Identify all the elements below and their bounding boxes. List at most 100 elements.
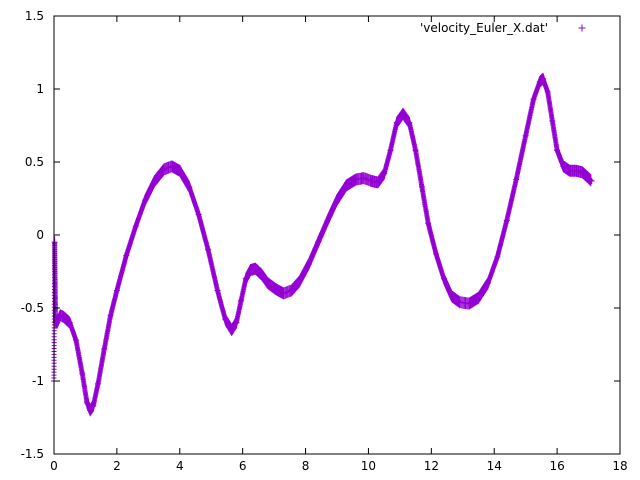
y-tick-label: -0.5 [21, 301, 44, 315]
data-point [161, 166, 168, 173]
data-point [503, 217, 510, 224]
data-point [433, 250, 440, 257]
data-point [73, 337, 80, 344]
data-point [84, 399, 91, 406]
data-point [151, 177, 158, 184]
data-point [60, 313, 67, 320]
data-point [522, 132, 529, 139]
x-tick-label: 4 [176, 459, 184, 473]
data-point [132, 223, 139, 230]
data-point [87, 407, 94, 414]
data-point [484, 280, 491, 287]
data-point [324, 217, 331, 224]
y-tick-label: -1 [32, 374, 44, 388]
data-point [572, 167, 579, 174]
data-point [272, 286, 279, 293]
data-point [494, 253, 501, 260]
data-point [352, 176, 359, 183]
data-point [66, 319, 73, 326]
legend: 'velocity_Euler_X.dat' [420, 21, 586, 35]
data-point [57, 312, 64, 319]
data-point [374, 179, 381, 186]
data-point [305, 261, 312, 268]
data-point [412, 147, 419, 154]
y-tick-label: 1.5 [25, 9, 44, 23]
data-point [387, 147, 394, 154]
data-point [264, 280, 271, 287]
data-point [400, 110, 407, 117]
data-point [475, 294, 482, 301]
axis-ticks: 0 2 4 6 8 10 12 14 16 18 -1.5 -1 -0.5 0 0.5 1 1.5 [21, 9, 628, 473]
legend-label: 'velocity_Euler_X.dat' [420, 21, 548, 35]
legend-plus-icon [578, 24, 586, 32]
data-point [79, 370, 86, 377]
data-point [368, 177, 375, 184]
data-point [186, 183, 193, 190]
y-tick-label: 0 [36, 228, 44, 242]
data-point [566, 167, 573, 174]
data-point [539, 75, 546, 82]
data-point [579, 169, 586, 176]
data-marks [51, 72, 595, 417]
data-point [381, 170, 388, 177]
data-point [456, 299, 463, 306]
x-tick-label: 6 [239, 459, 247, 473]
data-point [228, 326, 235, 333]
data-point [238, 297, 245, 304]
data-point [214, 287, 221, 294]
x-tick-label: 8 [302, 459, 310, 473]
x-tick-label: 18 [612, 459, 627, 473]
data-point [554, 147, 561, 154]
data-point [107, 312, 114, 319]
data-point [544, 88, 551, 95]
data-point [530, 96, 537, 103]
data-point [280, 290, 287, 297]
x-tick-label: 12 [424, 459, 439, 473]
data-point [588, 177, 595, 184]
data-point [247, 267, 254, 274]
data-point [585, 175, 592, 182]
data-point [168, 163, 175, 170]
data-point [425, 220, 432, 227]
data-point [288, 287, 295, 294]
data-point [90, 402, 97, 409]
data-point [258, 271, 265, 278]
data-point [205, 246, 212, 253]
data-point [142, 196, 149, 203]
y-tick-label: -1.5 [21, 447, 44, 461]
x-tick-label: 16 [549, 459, 564, 473]
data-point [513, 176, 520, 183]
data-point [440, 275, 447, 282]
data-point [315, 239, 322, 246]
data-point [536, 78, 543, 85]
data-point [466, 300, 473, 307]
data-point [101, 345, 108, 352]
data-point [95, 380, 102, 387]
data-point [222, 316, 229, 323]
data-point [113, 287, 120, 294]
data-point [560, 163, 567, 170]
x-tick-label: 0 [50, 459, 58, 473]
data-point [54, 319, 61, 326]
data-point [123, 252, 130, 259]
data-point [448, 293, 455, 300]
data-point [233, 319, 240, 326]
data-point [343, 182, 350, 189]
data-point [176, 167, 183, 174]
y-tick-label: 0.5 [25, 155, 44, 169]
x-tick-label: 10 [361, 459, 376, 473]
y-tick-label: 1 [36, 82, 44, 96]
data-point [51, 239, 58, 246]
x-tick-label: 14 [487, 459, 502, 473]
data-point [393, 119, 400, 126]
x-tick-label: 2 [113, 459, 121, 473]
legend-marker [578, 24, 586, 32]
data-point [406, 119, 413, 126]
data-point [296, 278, 303, 285]
data-point [334, 196, 340, 203]
data-point [418, 183, 425, 190]
data-point [360, 175, 367, 182]
data-point [195, 211, 202, 218]
data-point [252, 265, 259, 272]
